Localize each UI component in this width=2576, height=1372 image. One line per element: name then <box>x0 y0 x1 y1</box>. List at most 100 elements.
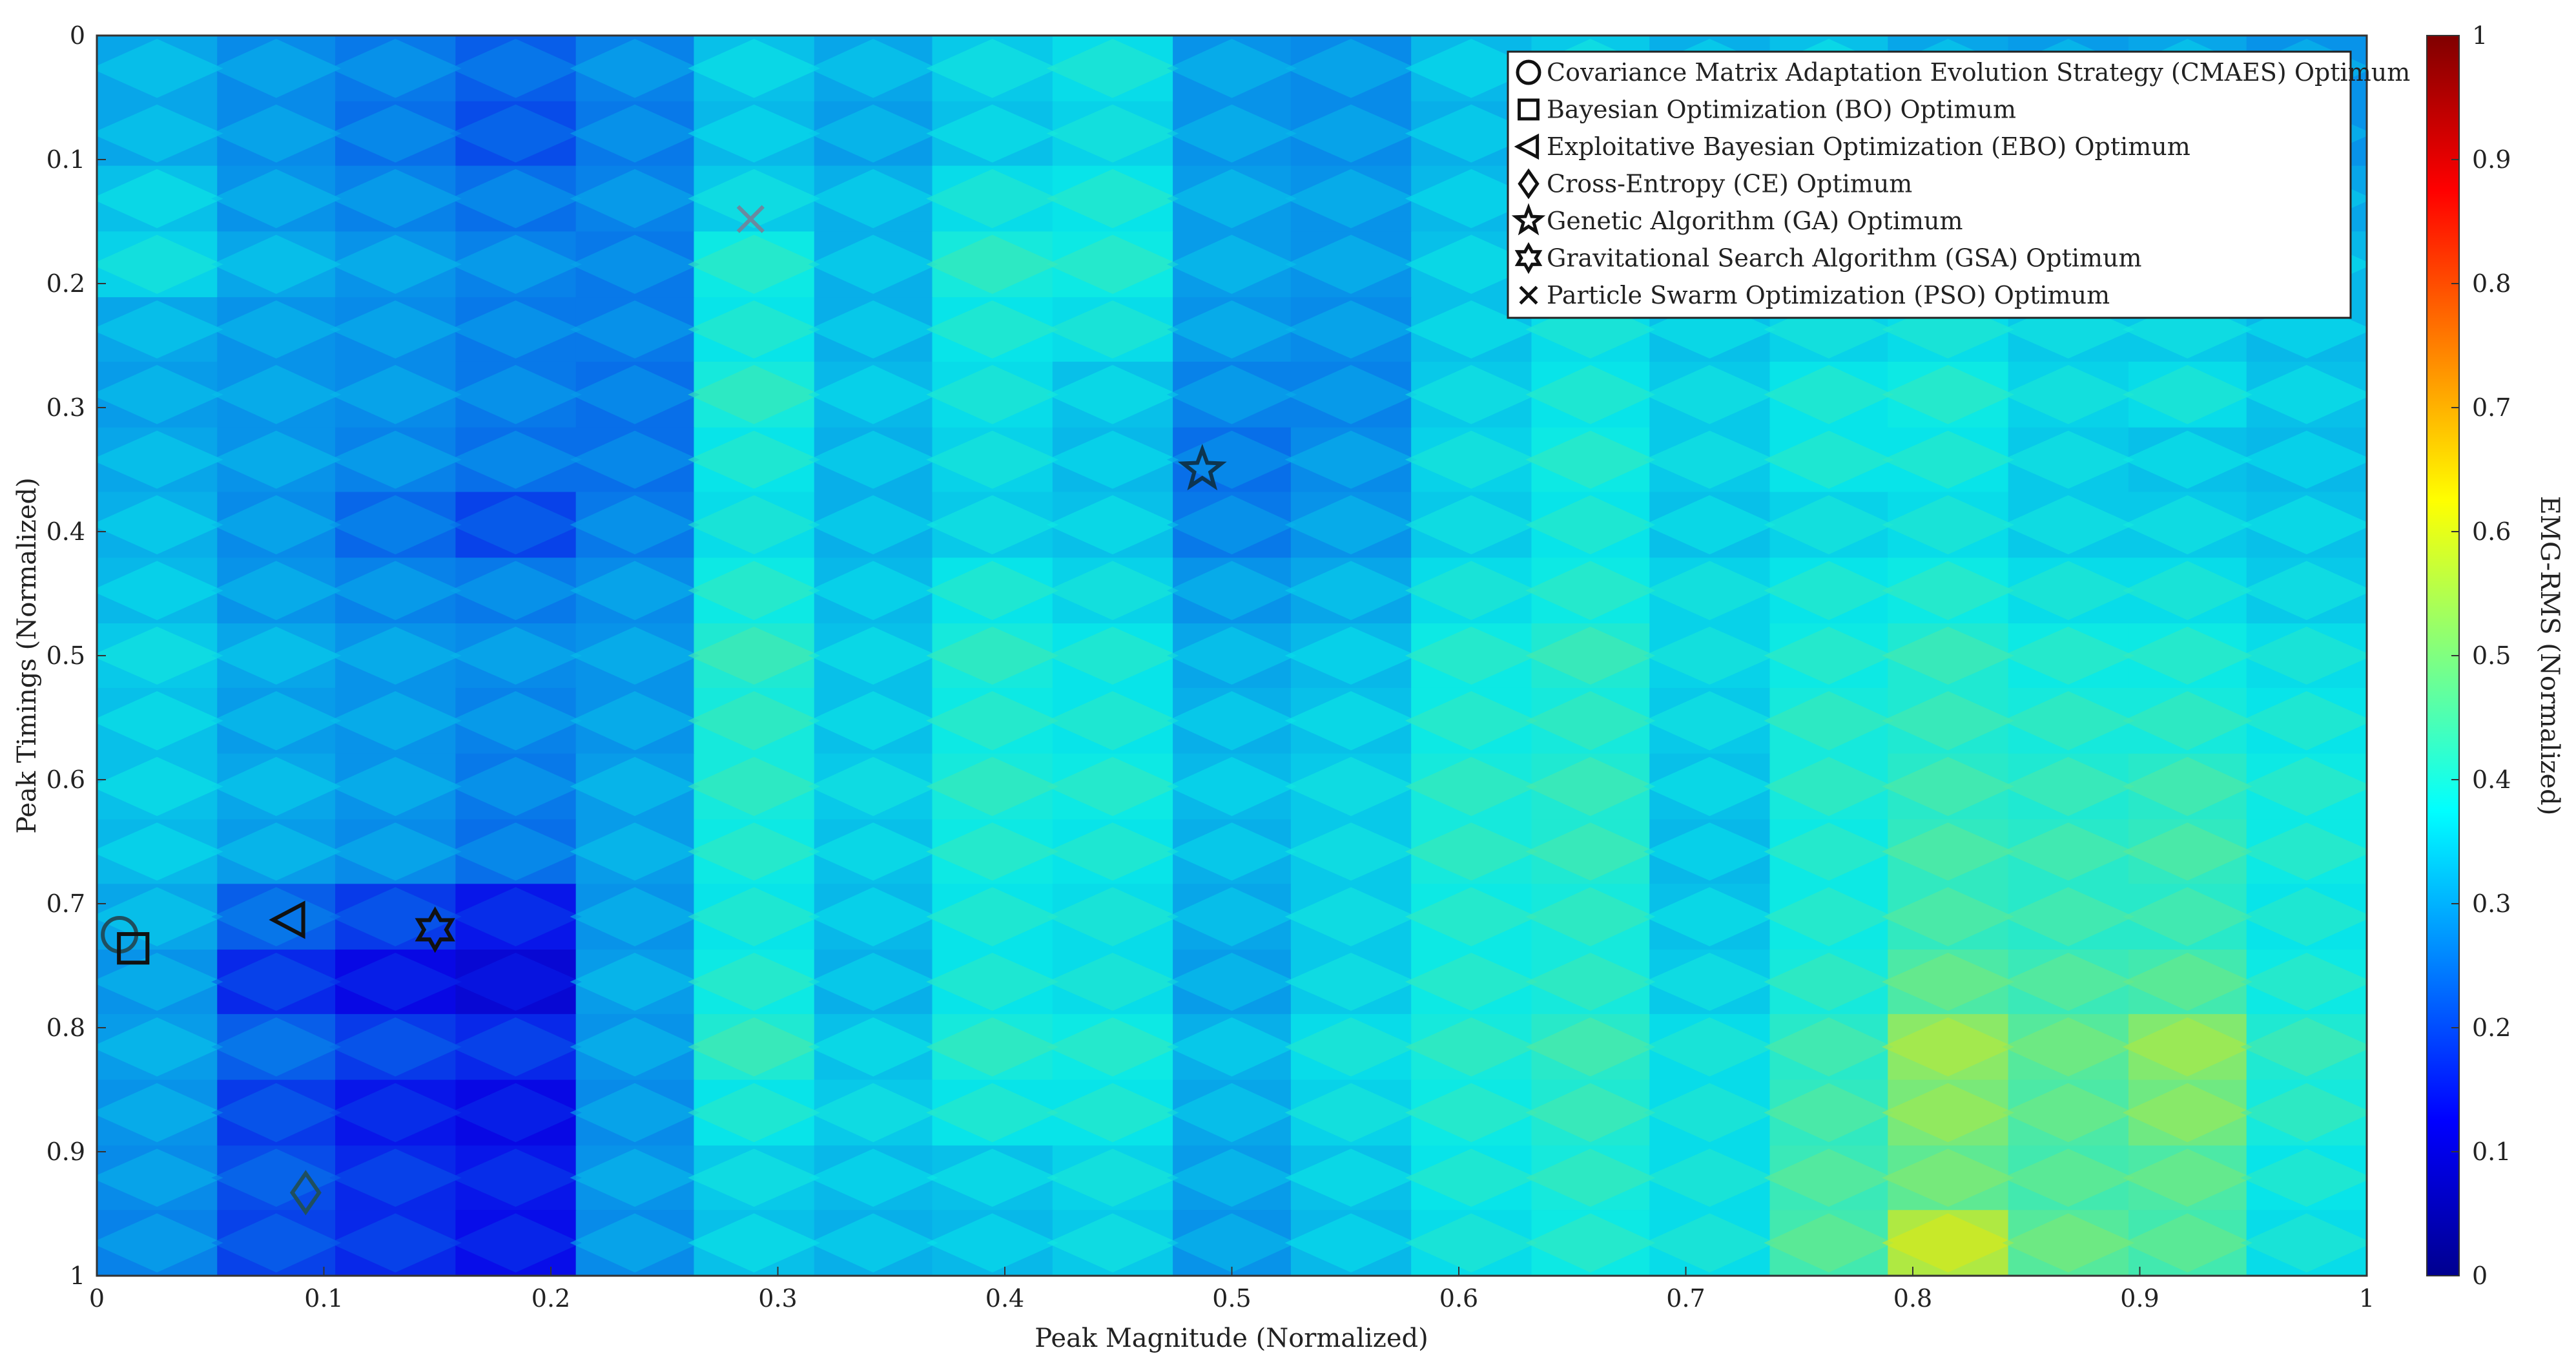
heatmap-contour <box>926 1083 1059 1143</box>
legend-marker-triangle-left <box>1514 133 1540 160</box>
heatmap-contour <box>688 691 821 751</box>
legend: Covariance Matrix Adaptation Evolution S… <box>1507 50 2410 319</box>
heatmap-contour <box>1764 627 1894 685</box>
heatmap-contour <box>688 1017 821 1077</box>
heatmap-contour <box>1284 953 1417 1011</box>
heatmap-contour <box>1882 561 2014 620</box>
heatmap-contour <box>1405 561 1538 620</box>
y-tick-label: 0.7 <box>46 889 85 918</box>
y-tick-label: 1 <box>70 1262 85 1290</box>
heatmap-contour <box>926 234 1059 295</box>
heatmap-contour <box>97 756 223 816</box>
heatmap-contour <box>1525 756 1656 816</box>
heatmap-contour <box>1284 1017 1417 1077</box>
heatmap-contour <box>808 627 938 685</box>
heatmap-contour <box>570 234 700 295</box>
legend-marker-square <box>1518 98 1540 121</box>
heatmap-contour <box>1882 365 2014 424</box>
heatmap-contour <box>211 365 342 424</box>
heatmap-contour <box>2240 756 2367 816</box>
heatmap-contour <box>1525 495 1656 555</box>
heatmap-contour <box>329 495 462 555</box>
heatmap-contour <box>211 1083 342 1143</box>
heatmap-contour <box>1284 104 1417 163</box>
colorbar-tick-label: 0.6 <box>2472 517 2511 546</box>
y-tick-label: 0.1 <box>46 145 85 174</box>
heatmap-contour <box>1405 495 1538 555</box>
heatmap-contour <box>1284 495 1417 555</box>
heatmap-contour <box>1046 430 1179 489</box>
heatmap-contour <box>329 39 462 98</box>
heatmap-contour <box>1284 300 1417 359</box>
heatmap-contour <box>2002 430 2135 489</box>
heatmap-contour <box>1166 953 1297 1011</box>
heatmap-contour <box>2240 627 2367 685</box>
heatmap-contour <box>2122 756 2252 816</box>
y-axis-label: Peak Timings (Normalized) <box>12 477 42 834</box>
heatmap-contour <box>1643 365 1776 424</box>
heatmap-contour <box>1882 887 2014 946</box>
heatmap-contour <box>2122 1149 2252 1207</box>
heatmap-contour <box>211 234 342 295</box>
heatmap-contour <box>1405 300 1538 359</box>
x-tick-label: 1 <box>2359 1284 2375 1313</box>
heatmap-contour <box>1166 169 1297 229</box>
heatmap-contour <box>211 300 342 359</box>
heatmap-contour <box>2002 1083 2135 1143</box>
heatmap-contour <box>2122 365 2252 424</box>
heatmap-contour <box>808 430 938 489</box>
heatmap-contour <box>1643 691 1776 751</box>
heatmap-contour <box>1643 300 1776 359</box>
heatmap-contour <box>1046 104 1179 163</box>
heatmap-contour <box>808 1017 938 1077</box>
heatmap-contour <box>1764 691 1894 751</box>
heatmap-contour <box>2002 887 2135 946</box>
heatmap-contour <box>329 1149 462 1207</box>
heatmap-contour <box>808 495 938 555</box>
heatmap-contour <box>688 169 821 229</box>
heatmap-texture <box>97 39 2367 1273</box>
heatmap-contour <box>1882 756 2014 816</box>
heatmap-contour <box>926 1017 1059 1077</box>
legend-marker-hexagram <box>1514 242 1543 275</box>
heatmap-contour <box>570 39 700 98</box>
heatmap-contour <box>97 953 223 1011</box>
heatmap-contour <box>1166 495 1297 555</box>
heatmap-contour <box>2122 561 2252 620</box>
heatmap-contour <box>1882 953 2014 1011</box>
heatmap-contour <box>926 756 1059 816</box>
heatmap-contour <box>2122 1083 2252 1143</box>
heatmap-contour <box>1405 1213 1538 1273</box>
heatmap-contour <box>570 430 700 489</box>
colorbar-tick-label: 0.7 <box>2472 393 2511 422</box>
heatmap-contour <box>570 561 700 620</box>
heatmap-contour <box>926 887 1059 946</box>
x-axis: 0 0.1 0.2 0.3 0.4 0.5 0.6 0.7 0.8 0.9 1 <box>89 1267 2375 1313</box>
x-tick-label: 0 <box>89 1284 105 1313</box>
heatmap-contour <box>1046 953 1179 1011</box>
heatmap-contour <box>2122 430 2252 489</box>
heatmap-contour <box>1405 1149 1538 1207</box>
heatmap-contour <box>211 627 342 685</box>
heatmap-contour <box>1284 887 1417 946</box>
heatmap-contour <box>329 887 462 946</box>
heatmap-contour <box>926 627 1059 685</box>
heatmap-contour <box>570 691 700 751</box>
y-tick-label: 0.8 <box>46 1013 85 1042</box>
legend-entry-label: Genetic Algorithm (GA) Optimum <box>1547 207 1963 235</box>
heatmap-contour <box>2002 1017 2135 1077</box>
heatmap-contour <box>1764 1017 1894 1077</box>
heatmap-contour <box>2002 691 2135 751</box>
y-tick-label: 0.2 <box>46 269 85 298</box>
heatmap-contour <box>2240 953 2367 1011</box>
heatmap-contour <box>1166 1083 1297 1143</box>
heatmap-contour <box>1882 1149 2014 1207</box>
heatmap-contour <box>211 39 342 98</box>
heatmap-contour <box>1046 169 1179 229</box>
heatmap-contour <box>2122 822 2252 881</box>
heatmap-contour <box>688 234 821 295</box>
y-tick-label: 0.6 <box>46 765 85 794</box>
heatmap-contour <box>688 953 821 1011</box>
heatmap-contour <box>2122 1213 2252 1273</box>
heatmap-contour <box>688 39 821 98</box>
